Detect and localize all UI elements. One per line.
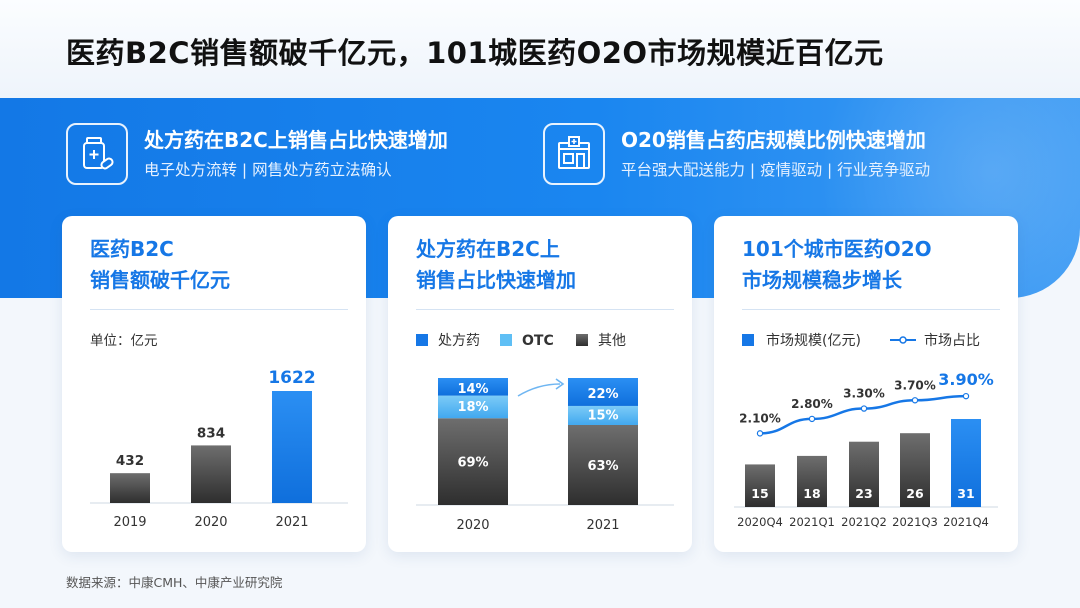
medicine-bottle-icon — [66, 123, 128, 185]
trend-arrow — [517, 383, 561, 397]
bar — [745, 464, 775, 507]
card-o2o-market: 101个城市医药O2O 市场规模稳步增长 市场规模(亿元) 市场占比 15 2020Q… — [714, 216, 1018, 552]
x-tick-label: 2021Q4 — [943, 515, 989, 529]
header-background — [0, 0, 1080, 98]
stacked-bar-segment — [568, 405, 638, 425]
feature-prescription: 处方药在B2C上销售占比快速增加 电子处方流转 | 网售处方药立法确认 — [66, 122, 448, 186]
stacked-bar-segment — [438, 395, 508, 419]
bar — [900, 433, 930, 507]
legend-label: 其他 — [598, 333, 626, 349]
x-tick-label: 2021 — [586, 518, 619, 533]
legend-swatch — [416, 334, 428, 346]
trend-arrow-head — [555, 378, 565, 390]
feature-o2o: O20销售占药店规模比例快速增加 平台强大配送能力 | 疫情驱动 | 行业竞争驱… — [543, 122, 930, 186]
prescription-share-chart: 处方药 OTC 其他 69% 18% 14% 2020 63% 15% 22% 2021 — [416, 333, 674, 533]
bar — [797, 455, 827, 507]
line-value-label: 2.80% — [791, 397, 833, 411]
bar-value-label: 23 — [855, 486, 872, 501]
segment-label: 69% — [457, 456, 488, 471]
pharmacy-store-icon — [543, 123, 605, 185]
page-title: 医药B2C销售额破千亿元，101城医药O2O市场规模近百亿元 — [66, 36, 884, 70]
segment-label: 15% — [587, 408, 618, 423]
legend-swatch — [742, 334, 754, 346]
line-value-label: 3.70% — [894, 378, 936, 392]
card-divider — [90, 309, 348, 310]
segment-label: 14% — [457, 382, 488, 397]
card-title-line2: 销售额破千亿元 — [90, 268, 230, 292]
legend-label: 市场占比 — [924, 332, 980, 349]
x-tick-label: 2019 — [113, 515, 146, 530]
card-title-line2: 市场规模稳步增长 — [742, 268, 902, 292]
o2o-market-chart: 市场规模(亿元) 市场占比 15 2020Q4 18 2021Q1 23 2021Q2 26 20… — [734, 332, 998, 529]
line-point — [860, 405, 868, 412]
bar — [110, 473, 150, 503]
b2c-sales-chart: 单位：亿元 432 2019 834 2020 1622 2021 — [90, 333, 348, 530]
x-tick-label: 2020Q4 — [737, 515, 783, 529]
x-tick-label: 2021 — [275, 515, 308, 530]
legend-swatch — [576, 334, 588, 346]
feature-subtitle: 平台强大配送能力 | 疫情驱动 | 行业竞争驱动 — [621, 161, 931, 179]
stacked-bar-segment — [568, 424, 638, 505]
legend-label: 处方药 — [438, 333, 480, 349]
line-point — [962, 392, 970, 400]
card-title-line1: 处方药在B2C上 — [416, 237, 560, 261]
x-tick-label: 2021Q2 — [841, 515, 887, 529]
stacked-bar-segment — [438, 378, 508, 396]
line-point — [756, 430, 764, 437]
data-label: 834 — [197, 425, 225, 441]
x-tick-label: 2021Q3 — [892, 515, 938, 529]
card-title-line1: 医药B2C — [90, 237, 174, 261]
bar — [849, 441, 879, 507]
card-divider — [742, 309, 1000, 310]
feature-title: O20销售占药店规模比例快速增加 — [621, 128, 926, 152]
bar-value-label: 15 — [751, 486, 768, 501]
card-title: 101个城市医药O2O 市场规模稳步增长 — [742, 234, 932, 296]
unit-label: 单位：亿元 — [90, 333, 158, 349]
feature-title: 处方药在B2C上销售占比快速增加 — [144, 128, 448, 152]
bar — [272, 391, 312, 503]
x-tick-label: 2021Q1 — [789, 515, 835, 529]
legend-swatch — [500, 334, 512, 346]
stacked-bar-segment — [438, 418, 508, 505]
card-title-line1: 101个城市医药O2O — [742, 237, 932, 261]
card-prescription-share: 处方药在B2C上 销售占比快速增加 处方药 OTC 其他 69% 18% 14% 2020 6… — [388, 216, 692, 552]
card-divider — [416, 309, 674, 310]
segment-label: 22% — [587, 387, 618, 402]
x-tick-label: 2020 — [456, 518, 489, 533]
card-b2c-sales: 医药B2C 销售额破千亿元 单位：亿元 432 2019 834 2020 1622 202… — [62, 216, 366, 552]
card-title: 处方药在B2C上 销售占比快速增加 — [416, 234, 576, 296]
legend-label: OTC — [522, 333, 554, 349]
data-label: 432 — [116, 453, 144, 469]
bar-value-label: 18 — [803, 486, 820, 501]
line-value-label: 3.90% — [938, 370, 994, 389]
x-tick-label: 2020 — [194, 515, 227, 530]
line-value-label: 2.10% — [739, 411, 781, 425]
bar — [951, 419, 981, 507]
bar-value-label: 31 — [957, 486, 974, 501]
stacked-bar-segment — [568, 378, 638, 406]
card-title-line2: 销售占比快速增加 — [416, 268, 576, 292]
segment-label: 63% — [587, 459, 618, 474]
card-title: 医药B2C 销售额破千亿元 — [90, 234, 230, 296]
bar-value-label: 26 — [906, 486, 924, 501]
legend-label: 市场规模(亿元) — [766, 332, 861, 349]
bar — [191, 445, 231, 503]
data-source: 数据来源：中康CMH、中康产业研究院 — [66, 575, 283, 590]
line-point — [808, 415, 816, 423]
segment-label: 18% — [457, 400, 488, 415]
data-label: 1622 — [268, 368, 315, 388]
line-value-label: 3.30% — [843, 387, 885, 401]
legend-marker — [899, 336, 907, 344]
line-point — [911, 397, 919, 404]
feature-subtitle: 电子处方流转 | 网售处方药立法确认 — [144, 161, 392, 179]
